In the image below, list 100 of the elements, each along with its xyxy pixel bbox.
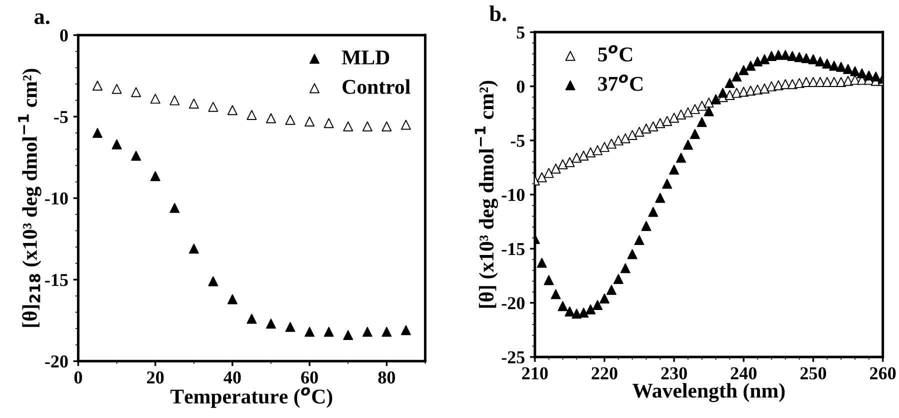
point xyxy=(683,107,693,118)
point xyxy=(550,164,561,174)
point xyxy=(627,130,638,140)
point xyxy=(536,258,547,268)
point xyxy=(362,121,372,132)
point xyxy=(208,102,218,112)
x-tick-label: 20 xyxy=(147,371,164,384)
point xyxy=(324,118,334,128)
point xyxy=(246,314,257,324)
point xyxy=(752,84,763,95)
text: b. xyxy=(489,6,506,22)
legend-label: 37$^{o}$C xyxy=(598,74,642,91)
point xyxy=(382,326,392,337)
point xyxy=(572,152,582,163)
point xyxy=(856,68,867,78)
point xyxy=(696,117,707,128)
point xyxy=(564,157,575,168)
point xyxy=(343,330,354,340)
x-tick-label: 250 xyxy=(800,367,826,380)
point xyxy=(676,152,686,163)
point xyxy=(343,121,354,132)
point xyxy=(613,274,624,284)
point xyxy=(92,128,102,138)
point xyxy=(648,121,658,132)
y-axis-title: [θ] (x10³ deg dmol$^{−1}$ cm²) xyxy=(474,80,498,308)
point xyxy=(600,142,610,152)
y-tick-label: -25 xyxy=(502,351,525,364)
point xyxy=(92,80,102,91)
x-tick-label: 240 xyxy=(730,367,757,380)
point xyxy=(131,87,142,98)
point xyxy=(801,53,812,64)
y-tick-label: -5 xyxy=(510,134,525,147)
point xyxy=(285,114,296,125)
point xyxy=(669,164,680,175)
point xyxy=(606,138,616,149)
point xyxy=(606,284,616,295)
point xyxy=(382,121,392,132)
point xyxy=(718,88,728,98)
x-tick-label: 60 xyxy=(301,371,318,384)
y-tick-label: -10 xyxy=(502,188,524,202)
point xyxy=(836,62,846,72)
point xyxy=(558,301,568,312)
point xyxy=(822,77,832,87)
point xyxy=(304,116,315,126)
point xyxy=(704,98,714,108)
point xyxy=(188,98,199,109)
point xyxy=(544,168,554,178)
point xyxy=(787,51,798,61)
point xyxy=(578,150,589,161)
y-tick-label: 0 xyxy=(516,80,524,93)
point xyxy=(266,318,276,329)
point xyxy=(696,100,707,111)
point xyxy=(586,304,596,314)
point xyxy=(592,300,603,310)
point xyxy=(324,326,334,337)
point xyxy=(870,72,881,82)
point xyxy=(808,54,818,64)
x-tick-label: 40 xyxy=(224,371,241,384)
point xyxy=(613,135,624,146)
point xyxy=(746,60,756,71)
y-axis-title: [θ]$_{218}$ (x10³ deg dmol$^{−1}$ cm²) xyxy=(18,68,42,327)
x-tick-label: 230 xyxy=(661,367,687,380)
point xyxy=(246,110,257,120)
point xyxy=(704,106,714,116)
y-tick-label: 5 xyxy=(516,26,525,39)
point xyxy=(676,109,686,120)
x-tick-label: 210 xyxy=(522,367,548,380)
text: a. xyxy=(34,13,50,24)
point xyxy=(150,94,160,104)
point xyxy=(850,66,860,76)
point xyxy=(843,76,854,86)
y-tick-label: -20 xyxy=(502,297,524,310)
x-axis-title: Wavelength (nm) xyxy=(632,383,785,402)
point xyxy=(822,58,832,69)
point xyxy=(620,263,630,274)
point xyxy=(304,326,315,337)
point xyxy=(690,128,700,139)
point xyxy=(188,244,199,254)
y-tick-label: 0 xyxy=(60,29,68,42)
point xyxy=(634,126,644,137)
point xyxy=(227,105,238,116)
point xyxy=(227,294,238,304)
point xyxy=(780,50,790,60)
point xyxy=(266,113,276,124)
point xyxy=(815,56,826,66)
point xyxy=(208,276,218,286)
point xyxy=(641,124,652,134)
point xyxy=(843,64,854,74)
y-tick-label: -5 xyxy=(54,111,68,124)
point xyxy=(285,322,296,332)
point xyxy=(655,118,666,128)
point xyxy=(112,139,122,150)
point xyxy=(131,150,142,161)
point xyxy=(669,112,680,123)
y-tick-label: -15 xyxy=(45,274,68,286)
legend-label: MLD xyxy=(342,50,390,64)
point xyxy=(760,83,770,94)
x-tick-label: 220 xyxy=(592,367,618,380)
point xyxy=(558,159,568,170)
x-tick-label: 80 xyxy=(378,371,396,384)
